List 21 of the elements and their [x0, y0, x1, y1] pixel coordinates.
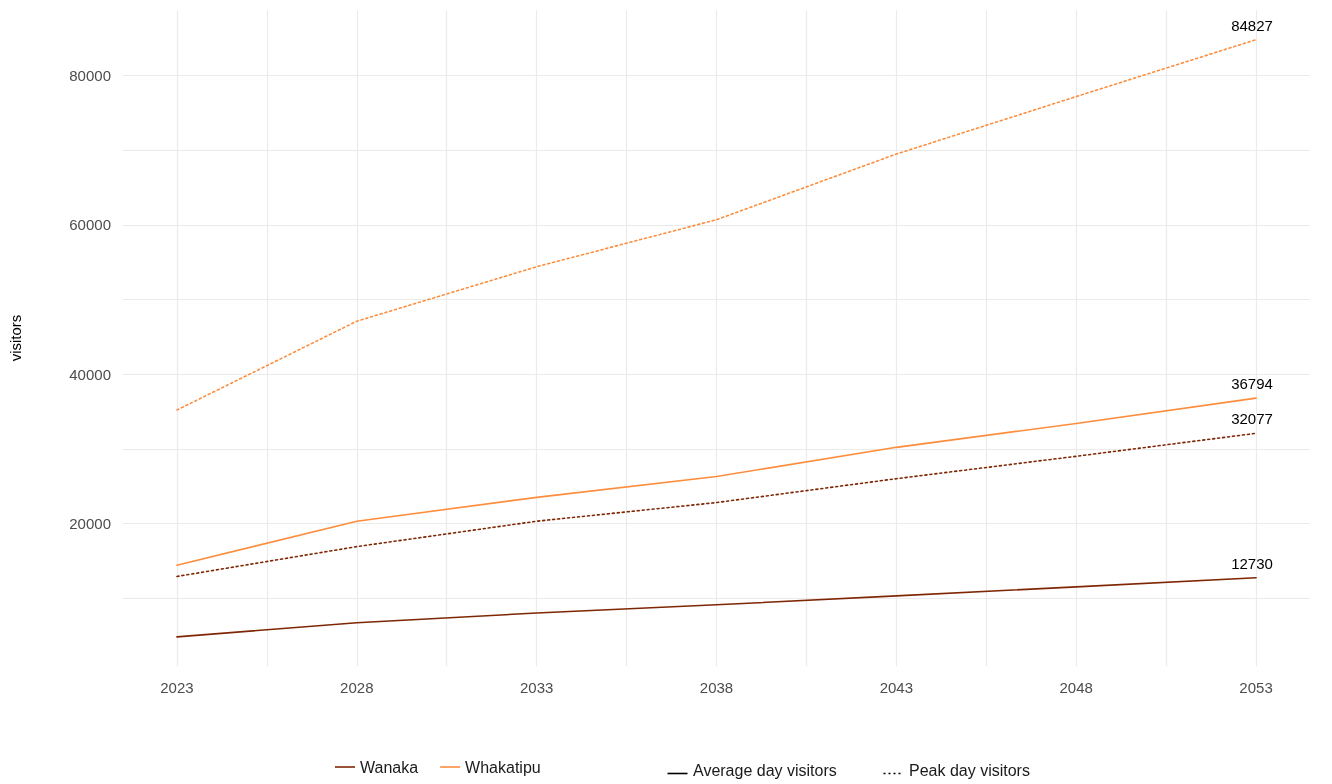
y-axis-title: visitors: [7, 314, 24, 362]
text: Average day visitors: [693, 761, 837, 779]
y-tick-label: 80000: [69, 67, 111, 85]
x-tick-label: 2023: [160, 679, 194, 696]
data-label: 32077: [1231, 410, 1273, 428]
x-tick-label: 2053: [1239, 679, 1273, 696]
x-tick-label: 2028: [340, 679, 374, 696]
line-series: [176, 576, 1257, 638]
data-label: 84827: [1231, 16, 1273, 34]
data-label: 36794: [1231, 375, 1273, 393]
y-tick-label: 20000: [69, 514, 111, 532]
x-tick-label: 2038: [699, 679, 734, 696]
legend-label: Whakatipu: [465, 758, 541, 776]
legend-label: Wanaka: [360, 758, 419, 776]
x-tick-label: 2048: [1059, 679, 1093, 696]
x-tick-label: 2043: [879, 679, 914, 696]
y-tick-label: 40000: [69, 365, 111, 383]
data-label: 12730: [1231, 554, 1273, 572]
text: Peak day visitors: [909, 761, 1030, 779]
y-tick-label: 60000: [69, 216, 111, 234]
x-tick-label: 2033: [519, 679, 554, 696]
